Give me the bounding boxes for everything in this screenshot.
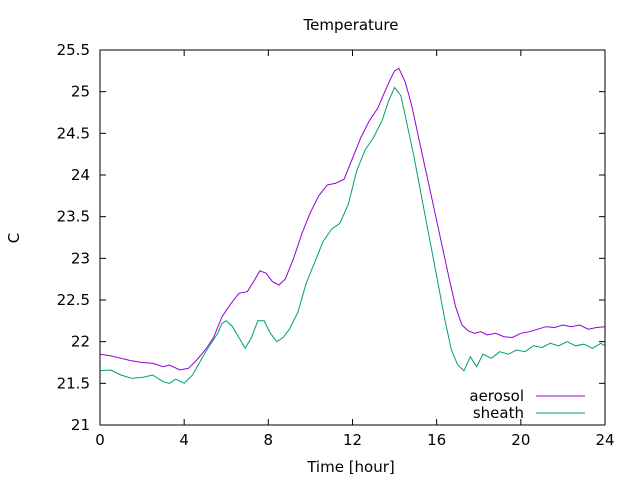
series-line-aerosol xyxy=(99,67,606,371)
y-tick-label: 21 xyxy=(71,416,90,434)
y-tick-label: 24.5 xyxy=(57,124,90,142)
y-tick-label: 24 xyxy=(71,166,90,184)
y-tick-label: 22.5 xyxy=(57,291,90,309)
y-tick-label: 25 xyxy=(71,83,90,101)
legend-label-sheath: sheath xyxy=(473,404,524,422)
y-tick-label: 21.5 xyxy=(57,374,90,392)
y-tick-label: 23.5 xyxy=(57,208,90,226)
y-tick-label: 22 xyxy=(71,333,90,351)
plot-frame xyxy=(99,49,606,426)
y-tick-label: 23 xyxy=(71,249,90,267)
y-tick-label: 25.5 xyxy=(57,41,90,59)
x-axis-label: Time [hour] xyxy=(306,458,395,476)
x-tick-label: 8 xyxy=(264,431,274,449)
series-line-sheath xyxy=(99,86,606,384)
x-tick-label: 16 xyxy=(427,431,446,449)
x-tick-label: 0 xyxy=(95,431,105,449)
x-tick-label: 12 xyxy=(343,431,362,449)
x-tick-label: 24 xyxy=(595,431,614,449)
x-tick-label: 4 xyxy=(179,431,189,449)
y-axis-label: C xyxy=(5,233,23,243)
x-tick-label: 20 xyxy=(511,431,530,449)
axis-ticks: 0 4 8 12 16 20 24 21 21.5 22 22.5 23 23.5 24 24.5 25 25.… xyxy=(57,41,615,449)
legend-label-aerosol: aerosol xyxy=(469,387,524,405)
series-layer xyxy=(99,67,606,384)
chart-title: Temperature xyxy=(302,16,398,34)
